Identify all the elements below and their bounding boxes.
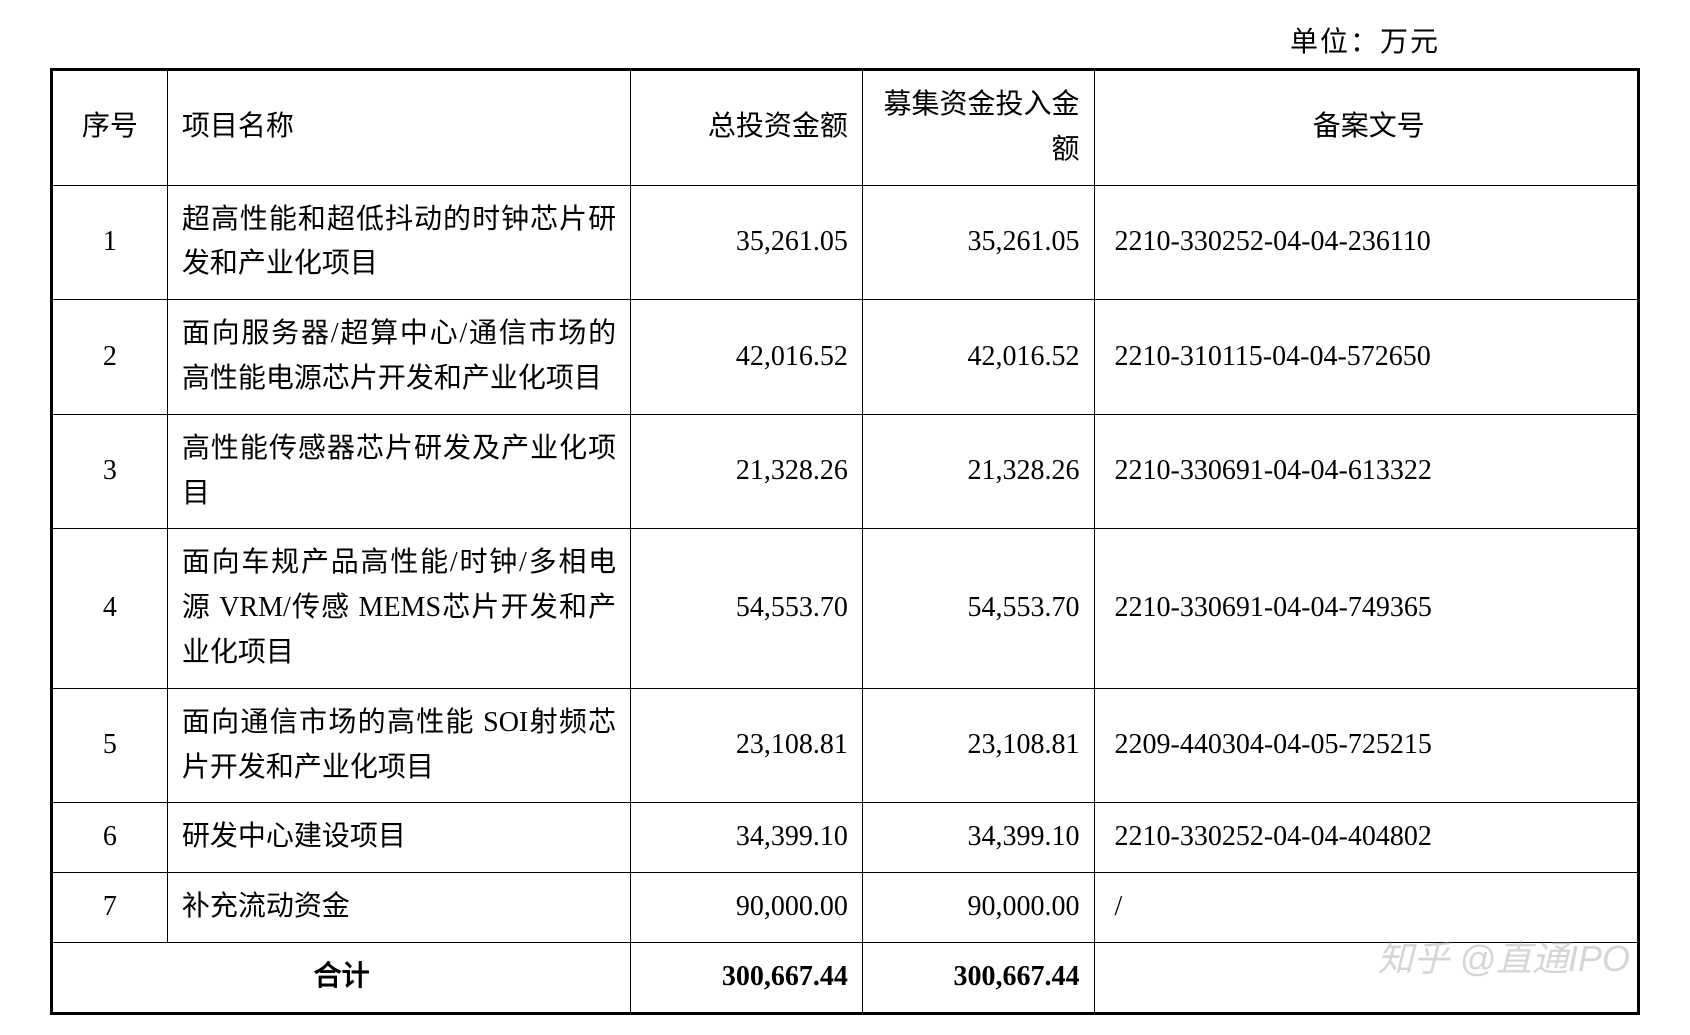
header-total-investment: 总投资金额 [631,70,863,186]
cell-ref: 2210-330691-04-04-613322 [1094,414,1638,529]
table-row: 4 面向车规产品高性能/时钟/多相电源 VRM/传感 MEMS芯片开发和产业化项… [52,529,1639,688]
table-row: 6 研发中心建设项目 34,399.10 34,399.10 2210-3302… [52,803,1639,873]
cell-index: 4 [52,529,168,688]
cell-index: 3 [52,414,168,529]
cell-ref: 2210-310115-04-04-572650 [1094,300,1638,415]
cell-ref: 2210-330691-04-04-749365 [1094,529,1638,688]
total-total-investment: 300,667.44 [631,942,863,1013]
cell-ref: 2209-440304-04-05-725215 [1094,688,1638,803]
table-row: 2 面向服务器/超算中心/通信市场的高性能电源芯片开发和产业化项目 42,016… [52,300,1639,415]
cell-index: 7 [52,873,168,943]
cell-total: 21,328.26 [631,414,863,529]
table-total-row: 合计 300,667.44 300,667.44 [52,942,1639,1013]
cell-raised: 42,016.52 [862,300,1094,415]
cell-total: 23,108.81 [631,688,863,803]
table-row: 7 补充流动资金 90,000.00 90,000.00 / [52,873,1639,943]
cell-name: 面向服务器/超算中心/通信市场的高性能电源芯片开发和产业化项目 [167,300,630,415]
unit-label: 单位：万元 [50,20,1640,60]
total-raised-investment: 300,667.44 [862,942,1094,1013]
cell-ref: / [1094,873,1638,943]
cell-raised: 21,328.26 [862,414,1094,529]
cell-total: 34,399.10 [631,803,863,873]
cell-raised: 54,553.70 [862,529,1094,688]
investment-table: 序号 项目名称 总投资金额 募集资金投入金额 备案文号 1 超高性能和超低抖动的… [50,68,1640,1015]
cell-total: 90,000.00 [631,873,863,943]
cell-name: 补充流动资金 [167,873,630,943]
header-raised-investment: 募集资金投入金额 [862,70,1094,186]
cell-total: 42,016.52 [631,300,863,415]
cell-index: 1 [52,185,168,300]
cell-name: 面向通信市场的高性能 SOI射频芯片开发和产业化项目 [167,688,630,803]
header-ref-number: 备案文号 [1094,70,1638,186]
header-index: 序号 [52,70,168,186]
table-header-row: 序号 项目名称 总投资金额 募集资金投入金额 备案文号 [52,70,1639,186]
cell-raised: 34,399.10 [862,803,1094,873]
table-row: 1 超高性能和超低抖动的时钟芯片研发和产业化项目 35,261.05 35,26… [52,185,1639,300]
total-label: 合计 [52,942,631,1013]
cell-index: 6 [52,803,168,873]
cell-name: 面向车规产品高性能/时钟/多相电源 VRM/传感 MEMS芯片开发和产业化项目 [167,529,630,688]
table-body: 1 超高性能和超低抖动的时钟芯片研发和产业化项目 35,261.05 35,26… [52,185,1639,1013]
cell-total: 54,553.70 [631,529,863,688]
cell-raised: 90,000.00 [862,873,1094,943]
cell-raised: 35,261.05 [862,185,1094,300]
cell-name: 超高性能和超低抖动的时钟芯片研发和产业化项目 [167,185,630,300]
cell-name: 研发中心建设项目 [167,803,630,873]
table-row: 5 面向通信市场的高性能 SOI射频芯片开发和产业化项目 23,108.81 2… [52,688,1639,803]
cell-ref: 2210-330252-04-04-404802 [1094,803,1638,873]
cell-total: 35,261.05 [631,185,863,300]
cell-ref: 2210-330252-04-04-236110 [1094,185,1638,300]
table-row: 3 高性能传感器芯片研发及产业化项目 21,328.26 21,328.26 2… [52,414,1639,529]
header-name: 项目名称 [167,70,630,186]
cell-raised: 23,108.81 [862,688,1094,803]
cell-index: 5 [52,688,168,803]
cell-name: 高性能传感器芯片研发及产业化项目 [167,414,630,529]
cell-index: 2 [52,300,168,415]
total-ref [1094,942,1638,1013]
